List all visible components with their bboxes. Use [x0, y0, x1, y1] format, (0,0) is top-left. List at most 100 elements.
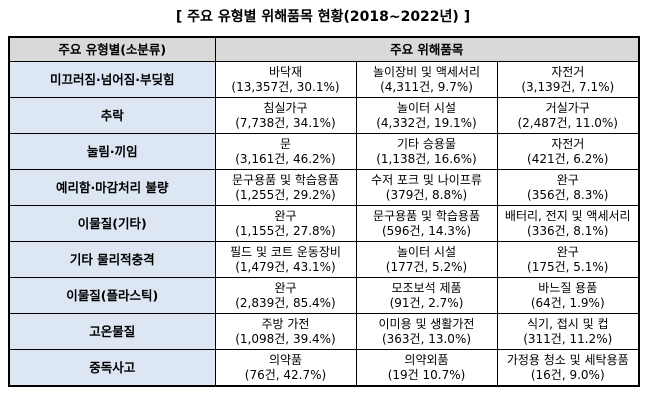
table-row: 이물질(기타) 완구 (1,155건, 27.8%) 문구용품 및 학습용품 (596건…: [8, 205, 640, 242]
table-row: 추락 침실가구 (7,738건, 34.1%) 놀이터 시설 (4,332건, 19.1…: [8, 97, 640, 134]
hazard-item-cell: 바닥재 (13,357건, 30.1%): [214, 61, 357, 98]
hazard-item-cell: 놀이장비 및 액세서리 (4,311건, 9.7%): [355, 61, 498, 98]
item-stat: (7,738건, 34.1%): [235, 115, 336, 130]
hazard-item-cell: 완구 (2,839건, 85.4%): [214, 277, 357, 314]
item-stat: (4,311건, 9.7%): [380, 79, 473, 94]
table-row: 기타 물리적충격 필드 및 코트 운동장비 (1,479건, 43.1%) 놀이터 시…: [8, 241, 640, 278]
hazard-item-cell: 완구 (1,155건, 27.8%): [214, 205, 357, 242]
item-name: 놀이터 시설: [396, 244, 456, 259]
item-stat: (1,155건, 27.8%): [235, 223, 336, 238]
item-name: 주방 가전: [261, 316, 310, 331]
table-body: 미끄러짐·넘어짐·부딪힘 바닥재 (13,357건, 30.1%) 놀이장비 및 액세…: [8, 61, 640, 387]
item-stat: (16건, 9.0%): [530, 367, 605, 382]
item-stat: (379건, 8.8%): [385, 187, 468, 202]
item-name: 자전거: [551, 136, 585, 151]
row-category: 이물질(플라스틱): [8, 277, 216, 314]
hazard-item-cell: 놀이터 시설 (177건, 5.2%): [355, 241, 498, 278]
item-stat: (336건, 8.1%): [527, 223, 609, 238]
row-category: 기타 물리적충격: [8, 241, 216, 278]
item-stat: (421건, 6.2%): [527, 151, 609, 166]
item-name: 수저 포크 및 나이프류: [371, 172, 482, 187]
item-name: 문: [279, 136, 292, 151]
item-name: 필드 및 코트 운동장비: [230, 244, 341, 259]
item-name: 놀이터 시설: [396, 100, 456, 115]
table-row: 눌림·끼임 문 (3,161건, 46.2%) 기타 승용물 (1,138건, 16.6…: [8, 133, 640, 170]
item-stat: (1,098건, 39.4%): [235, 331, 336, 346]
item-name: 바느질 용품: [538, 280, 598, 295]
item-stat: (2,839건, 85.4%): [235, 295, 336, 310]
item-name: 침실가구: [263, 100, 308, 115]
item-name: 완구: [556, 172, 579, 187]
table-row: 이물질(플라스틱) 완구 (2,839건, 85.4%) 모조보석 제품 (91건, 2…: [8, 277, 640, 314]
table-row: 중독사고 의약품 (76건, 42.7%) 의약외품 (19건 10.7%) 가정용 청소…: [8, 349, 640, 387]
item-stat: (363건, 13.0%): [381, 331, 472, 346]
hazard-item-cell: 문구용품 및 학습용품 (1,255건, 29.2%): [214, 169, 357, 206]
row-category: 고온물질: [8, 313, 216, 350]
hazard-item-cell: 주방 가전 (1,098건, 39.4%): [214, 313, 357, 350]
row-category: 추락: [8, 97, 216, 134]
item-stat: (19건 10.7%): [387, 367, 466, 382]
item-stat: (64건, 1.9%): [530, 295, 605, 310]
item-name: 기타 승용물: [396, 136, 456, 151]
row-category: 이물질(기타): [8, 205, 216, 242]
row-category: 미끄러짐·넘어짐·부딪힘: [8, 61, 216, 98]
table-row: 미끄러짐·넘어짐·부딪힘 바닥재 (13,357건, 30.1%) 놀이장비 및 액세…: [8, 61, 640, 98]
header-items: 주요 위해품목: [214, 36, 640, 62]
item-stat: (175건, 5.1%): [527, 259, 609, 274]
table-row: 고온물질 주방 가전 (1,098건, 39.4%) 이미용 및 생활가전 (363건,…: [8, 313, 640, 350]
item-stat: (3,139건, 7.1%): [521, 79, 615, 94]
item-name: 배터리, 전지 및 액세서리: [504, 208, 631, 223]
item-name: 완구: [274, 208, 297, 223]
hazard-item-cell: 거실가구 (2,487건, 11.0%): [496, 97, 640, 134]
item-stat: (311건, 11.2%): [523, 331, 613, 346]
hazard-item-cell: 문 (3,161건, 46.2%): [214, 133, 357, 170]
hazard-item-cell: 필드 및 코트 운동장비 (1,479건, 43.1%): [214, 241, 357, 278]
item-name: 의약외품: [404, 352, 449, 367]
item-name: 가정용 청소 및 세탁용품: [506, 352, 629, 367]
row-category: 예리함·마감처리 불량: [8, 169, 216, 206]
hazard-item-cell: 완구 (175건, 5.1%): [496, 241, 640, 278]
item-name: 자전거: [551, 64, 585, 79]
item-stat: (2,487건, 11.0%): [517, 115, 618, 130]
hazard-item-cell: 침실가구 (7,738건, 34.1%): [214, 97, 357, 134]
hazard-item-cell: 가정용 청소 및 세탁용품 (16건, 9.0%): [496, 349, 640, 387]
hazard-item-cell: 배터리, 전지 및 액세서리 (336건, 8.1%): [496, 205, 640, 242]
item-name: 놀이장비 및 액세서리: [373, 64, 480, 79]
item-name: 문구용품 및 학습용품: [232, 172, 339, 187]
hazard-item-cell: 의약외품 (19건 10.7%): [355, 349, 498, 387]
item-stat: (91건, 2.7%): [389, 295, 464, 310]
item-stat: (1,255건, 29.2%): [235, 187, 336, 202]
item-stat: (596건, 14.3%): [381, 223, 472, 238]
row-category: 중독사고: [8, 349, 216, 387]
item-stat: (1,138건, 16.6%): [376, 151, 477, 166]
item-name: 완구: [556, 244, 579, 259]
row-category: 눌림·끼임: [8, 133, 216, 170]
hazard-item-cell: 바느질 용품 (64건, 1.9%): [496, 277, 640, 314]
hazard-item-cell: 수저 포크 및 나이프류 (379건, 8.8%): [355, 169, 498, 206]
item-stat: (76건, 42.7%): [244, 367, 327, 382]
hazard-item-cell: 자전거 (421건, 6.2%): [496, 133, 640, 170]
hazard-item-cell: 모조보석 제품 (91건, 2.7%): [355, 277, 498, 314]
item-name: 이미용 및 생활가전: [378, 316, 475, 331]
item-stat: (356건, 8.3%): [527, 187, 609, 202]
hazard-item-cell: 문구용품 및 학습용품 (596건, 14.3%): [355, 205, 498, 242]
item-name: 문구용품 및 학습용품: [373, 208, 480, 223]
item-stat: (1,479건, 43.1%): [235, 259, 336, 274]
hazard-item-cell: 이미용 및 생활가전 (363건, 13.0%): [355, 313, 498, 350]
item-name: 완구: [274, 280, 297, 295]
item-name: 의약품: [268, 352, 303, 367]
item-name: 모조보석 제품: [391, 280, 462, 295]
header-category: 주요 유형별(소분류): [8, 36, 216, 62]
hazard-item-cell: 의약품 (76건, 42.7%): [214, 349, 357, 387]
hazard-table: 주요 유형별(소분류) 주요 위해품목 미끄러짐·넘어짐·부딪힘 바닥재 (13,3…: [8, 36, 640, 387]
hazard-item-cell: 자전거 (3,139건, 7.1%): [496, 61, 640, 98]
hazard-item-cell: 놀이터 시설 (4,332건, 19.1%): [355, 97, 498, 134]
hazard-item-cell: 식기, 접시 및 컵 (311건, 11.2%): [496, 313, 640, 350]
hazard-item-cell: 완구 (356건, 8.3%): [496, 169, 640, 206]
hazard-item-cell: 기타 승용물 (1,138건, 16.6%): [355, 133, 498, 170]
table-title: [ 주요 유형별 위해품목 현황(2018~2022년) ]: [175, 9, 471, 25]
item-stat: (13,357건, 30.1%): [231, 79, 340, 94]
item-name: 바닥재: [268, 64, 303, 79]
item-name: 식기, 접시 및 컵: [527, 316, 609, 331]
item-stat: (177건, 5.2%): [385, 259, 468, 274]
